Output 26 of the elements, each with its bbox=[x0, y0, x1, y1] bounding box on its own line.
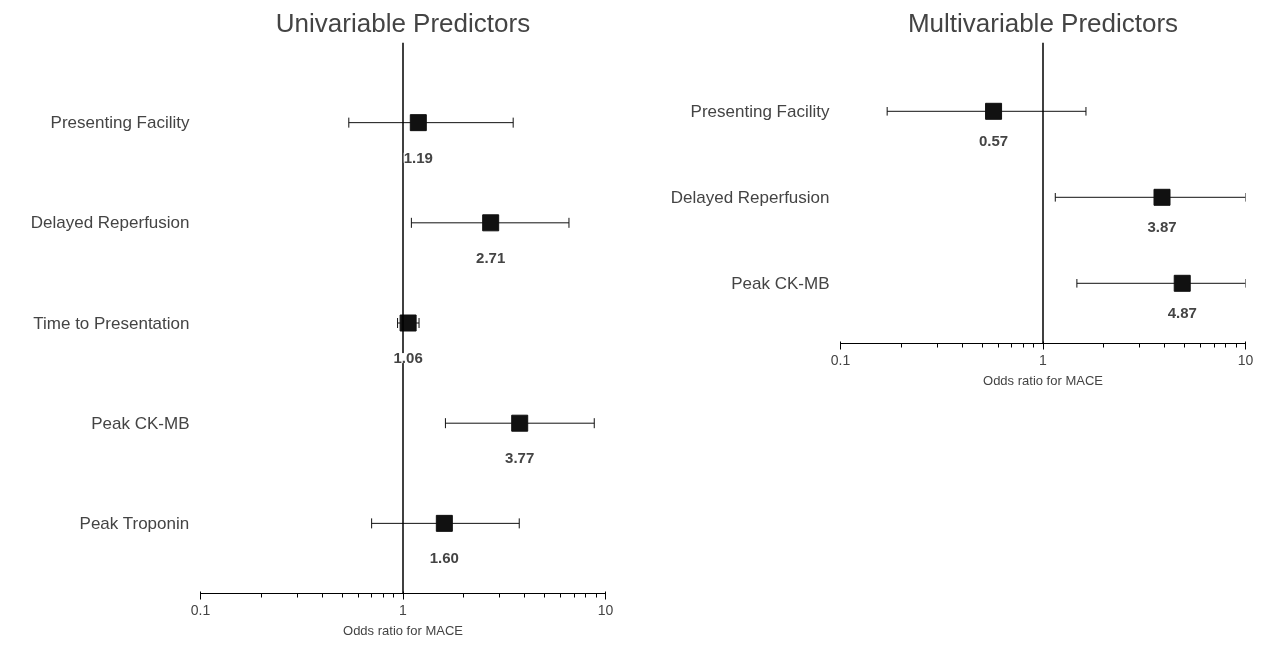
y-tick-label: Delayed Reperfusion bbox=[30, 213, 190, 233]
y-tick-label: Time to Presentation bbox=[33, 313, 190, 333]
data-label: 3.87 bbox=[1147, 218, 1177, 236]
data-label: 3.77 bbox=[505, 449, 535, 467]
x-tick-label: 1 bbox=[1039, 351, 1048, 368]
data-label: 4.87 bbox=[1167, 304, 1197, 322]
x-axis-title: Odds ratio for MACE bbox=[343, 622, 464, 638]
data-label: 1.60 bbox=[429, 549, 459, 567]
data-label: 0.57 bbox=[978, 132, 1009, 150]
y-tick-label: Presenting Facility bbox=[50, 113, 190, 133]
y-tick-label: Peak CK-MB bbox=[91, 413, 190, 433]
data-label: 2.71 bbox=[476, 248, 506, 266]
y-tick-label: Peak CK-MB bbox=[731, 273, 830, 293]
x-tick-label: 0.1 bbox=[190, 601, 211, 618]
x-tick-label: 1 bbox=[399, 601, 408, 618]
x-axis-title: Odds ratio for MACE bbox=[983, 372, 1104, 388]
data-label: 1.06 bbox=[393, 349, 423, 367]
x-tick-label: 10 bbox=[597, 601, 614, 618]
x-tick-label: 0.1 bbox=[830, 351, 851, 368]
y-tick-label: Delayed Reperfusion bbox=[670, 187, 830, 207]
chart-title: Univariable Predictors bbox=[275, 7, 531, 38]
y-tick-label: Peak Troponin bbox=[79, 513, 190, 533]
y-tick-label: Presenting Facility bbox=[690, 101, 830, 121]
chart-title: Multivariable Predictors bbox=[907, 7, 1179, 38]
data-label: 1.19 bbox=[403, 148, 433, 166]
x-tick-label: 10 bbox=[1237, 351, 1254, 368]
